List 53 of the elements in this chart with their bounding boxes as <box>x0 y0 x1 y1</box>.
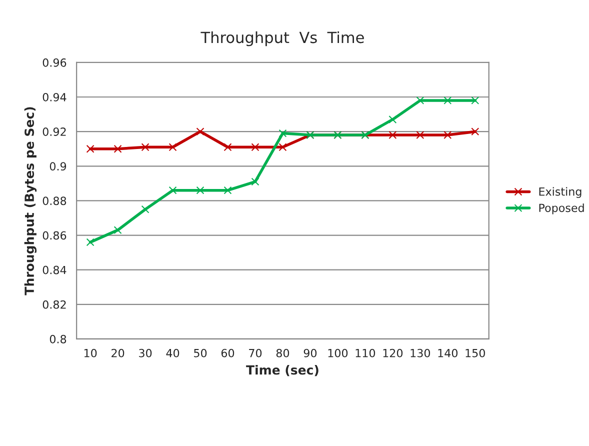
y-tick-label: 0.9 <box>50 162 66 171</box>
point <box>251 143 260 152</box>
y-tick-label: 0.94 <box>42 92 66 102</box>
legend-label: Existing <box>539 187 582 198</box>
point <box>416 96 424 104</box>
y-tick-label: 0.92 <box>42 128 66 136</box>
point <box>416 131 424 140</box>
x-tick-label: 110 <box>356 348 376 358</box>
point <box>196 186 204 194</box>
x-tick-label: 120 <box>383 348 403 358</box>
x-tick-label: 60 <box>221 348 234 358</box>
x-tick-label: 30 <box>139 348 152 358</box>
point <box>388 115 397 124</box>
point <box>471 128 480 136</box>
x-tick-label: 150 <box>466 348 485 358</box>
point <box>114 226 122 234</box>
point <box>141 143 150 152</box>
x-tick-label: 40 <box>166 348 180 358</box>
point <box>224 143 232 152</box>
point <box>114 144 122 153</box>
x-tick-label: 80 <box>276 348 290 358</box>
point <box>388 131 397 140</box>
point <box>141 205 150 214</box>
x-tick-label: 50 <box>194 348 207 358</box>
y-tick-label: 0.86 <box>42 231 66 240</box>
point <box>168 143 177 152</box>
point <box>196 128 204 136</box>
chart-title: Throughput Vs Time <box>200 31 364 46</box>
point <box>86 238 94 246</box>
x-tick-label: 140 <box>438 348 458 358</box>
x-axis-title: Time (sec) <box>246 364 318 376</box>
point <box>444 96 452 104</box>
point <box>86 144 94 153</box>
point <box>471 96 480 104</box>
y-tick-label: 0.84 <box>42 266 66 274</box>
point <box>224 186 232 194</box>
point <box>278 143 287 152</box>
point <box>168 186 177 194</box>
x-tick-label: 70 <box>249 348 262 358</box>
legend-label: Poposed <box>539 203 584 214</box>
y-tick-label: 0.88 <box>42 196 66 206</box>
x-tick-label: 130 <box>410 348 430 358</box>
x-tick-label: 10 <box>84 348 97 358</box>
y-tick-label: 0.82 <box>42 300 66 309</box>
point <box>444 131 452 140</box>
x-tick-label: 20 <box>112 348 124 358</box>
y-tick-label: 0.96 <box>42 58 66 67</box>
y-axis-title: Throughput (Bytes pe Sec) <box>24 107 37 296</box>
y-tick-label: 0.8 <box>50 334 66 344</box>
x-tick-label: 90 <box>304 348 317 358</box>
point <box>278 129 287 138</box>
point <box>251 178 260 186</box>
x-tick-label: 100 <box>328 348 348 358</box>
